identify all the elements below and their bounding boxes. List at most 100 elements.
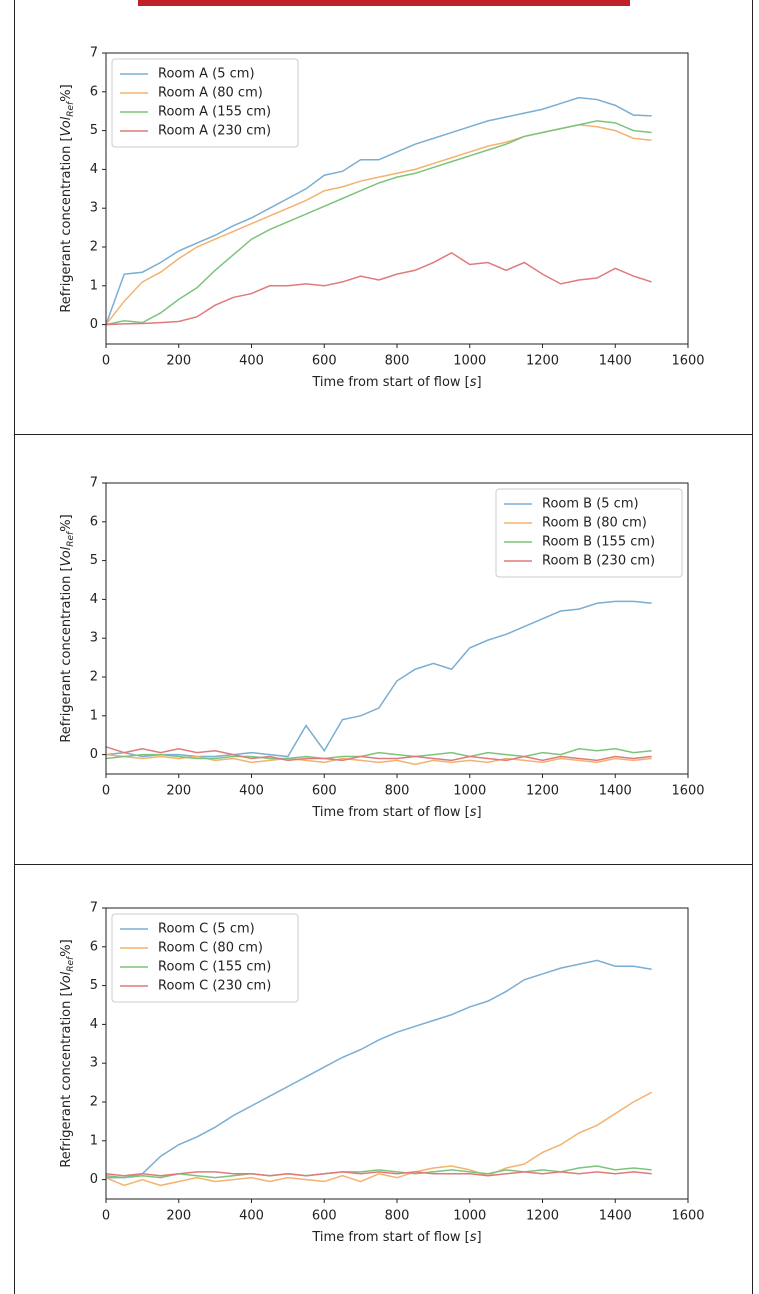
y-tick-label: 5 [90, 553, 98, 568]
legend-label: Room C (5 cm) [158, 922, 255, 937]
y-axis-label: Refrigerant concentration [VolRef%] [59, 939, 76, 1167]
series-line [105, 120, 652, 326]
y-tick-label: 0 [90, 317, 98, 332]
x-axis-label: Time from start of flow [s] [311, 805, 481, 820]
y-tick-label: 2 [90, 670, 98, 685]
series-line [105, 1171, 652, 1177]
x-tick-label: 800 [385, 784, 410, 799]
x-tick-label: 800 [385, 354, 410, 369]
legend-label: Room B (230 cm) [542, 554, 655, 569]
y-label-text: Refrigerant concentration [ [59, 991, 74, 1167]
y-tick-label: 6 [90, 939, 98, 954]
x-tick-label: 800 [385, 1209, 410, 1224]
y-axis-label: Refrigerant concentration [VolRef%] [59, 514, 76, 742]
x-tick-label: 1400 [599, 354, 632, 369]
y-label-unit: Vol [59, 971, 74, 991]
y-tick-label: 7 [90, 901, 98, 916]
x-tick-label: 600 [312, 1209, 337, 1224]
y-axis-label: Refrigerant concentration [VolRef%] [59, 84, 76, 312]
header-bar [138, 0, 630, 6]
series-line [105, 1091, 652, 1187]
x-axis-label: Time from start of flow [s] [311, 1230, 481, 1245]
legend-label: Room A (5 cm) [158, 67, 255, 82]
y-tick-label: 3 [90, 201, 98, 216]
y-tick-label: 5 [90, 978, 98, 993]
x-tick-label: 1600 [671, 1209, 704, 1224]
x-tick-label: 1400 [599, 1209, 632, 1224]
x-label-text: Time from start of flow [ [311, 1230, 469, 1245]
series-line [105, 753, 652, 766]
x-tick-label: 1000 [453, 354, 486, 369]
x-tick-label: 200 [166, 354, 191, 369]
legend-label: Room B (155 cm) [542, 535, 655, 550]
x-tick-label: 1200 [526, 784, 559, 799]
y-label-end: %] [59, 84, 74, 101]
series-line [106, 959, 652, 1179]
y-label-sub: Ref [66, 530, 76, 547]
y-label-text: Refrigerant concentration [ [59, 566, 74, 742]
x-tick-label: 1000 [453, 784, 486, 799]
series-line [105, 748, 652, 760]
y-tick-label: 4 [90, 1017, 98, 1032]
x-tick-label: 1000 [453, 1209, 486, 1224]
y-tick-label: 0 [90, 747, 98, 762]
x-label-end: ] [477, 805, 482, 820]
x-tick-label: 1600 [671, 354, 704, 369]
x-tick-label: 600 [312, 354, 337, 369]
y-tick-label: 4 [90, 592, 98, 607]
plot: 0 200 400 600 800 1000 1200 1400 1600 0 1 2 3 4 5 6 7 Tim… [59, 476, 705, 820]
legend-label: Room A (80 cm) [158, 86, 263, 101]
x-tick-label: 0 [102, 784, 110, 799]
y-tick-label: 7 [90, 46, 98, 61]
y-tick-label: 6 [90, 514, 98, 529]
legend-label: Room A (230 cm) [158, 124, 271, 139]
x-tick-label: 0 [102, 1209, 110, 1224]
legend-label: Room B (80 cm) [542, 516, 647, 531]
legend-label: Room B (5 cm) [542, 497, 639, 512]
y-tick-label: 0 [90, 1172, 98, 1187]
x-tick-label: 0 [102, 354, 110, 369]
y-tick-label: 4 [90, 162, 98, 177]
x-tick-label: 1400 [599, 784, 632, 799]
y-tick-label: 6 [90, 84, 98, 99]
y-label-end: %] [59, 514, 74, 531]
y-tick-label: 5 [90, 123, 98, 138]
y-label-sub: Ref [66, 955, 76, 972]
x-tick-label: 1600 [671, 784, 704, 799]
x-axis-label: Time from start of flow [s] [311, 375, 481, 390]
series-line [105, 251, 652, 326]
x-tick-label: 400 [239, 354, 264, 369]
x-tick-label: 400 [239, 784, 264, 799]
y-tick-label: 2 [90, 240, 98, 255]
y-label-unit: Vol [59, 116, 74, 136]
x-label-unit: s [470, 375, 477, 390]
legend-label: Room A (155 cm) [158, 105, 271, 120]
series-line [105, 746, 652, 762]
x-tick-label: 1200 [526, 354, 559, 369]
y-tick-label: 2 [90, 1095, 98, 1110]
x-label-end: ] [477, 1230, 482, 1245]
legend-box [111, 58, 299, 148]
x-tick-label: 200 [166, 1209, 191, 1224]
x-tick-label: 200 [166, 784, 191, 799]
y-tick-label: 7 [90, 476, 98, 491]
y-tick-label: 3 [90, 1056, 98, 1071]
y-tick-label: 3 [90, 631, 98, 646]
x-tick-label: 1200 [526, 1209, 559, 1224]
legend-label: Room C (155 cm) [158, 960, 271, 975]
legend-box [495, 488, 683, 578]
y-label-unit: Vol [59, 546, 74, 566]
plot: 0 200 400 600 800 1000 1200 1400 1600 0 1 2 3 4 5 6 7 Tim… [59, 46, 705, 390]
y-tick-label: 1 [90, 708, 98, 723]
x-label-end: ] [477, 375, 482, 390]
y-tick-label: 1 [90, 278, 98, 293]
y-label-text: Refrigerant concentration [ [59, 136, 74, 312]
x-tick-label: 400 [239, 1209, 264, 1224]
legend-box [111, 913, 299, 1003]
plot: 0 200 400 600 800 1000 1200 1400 1600 0 1 2 3 4 5 6 7 Tim… [59, 901, 705, 1245]
legend-label: Room C (230 cm) [158, 979, 271, 994]
legend-label: Room C (80 cm) [158, 941, 263, 956]
x-label-unit: s [470, 1230, 477, 1245]
